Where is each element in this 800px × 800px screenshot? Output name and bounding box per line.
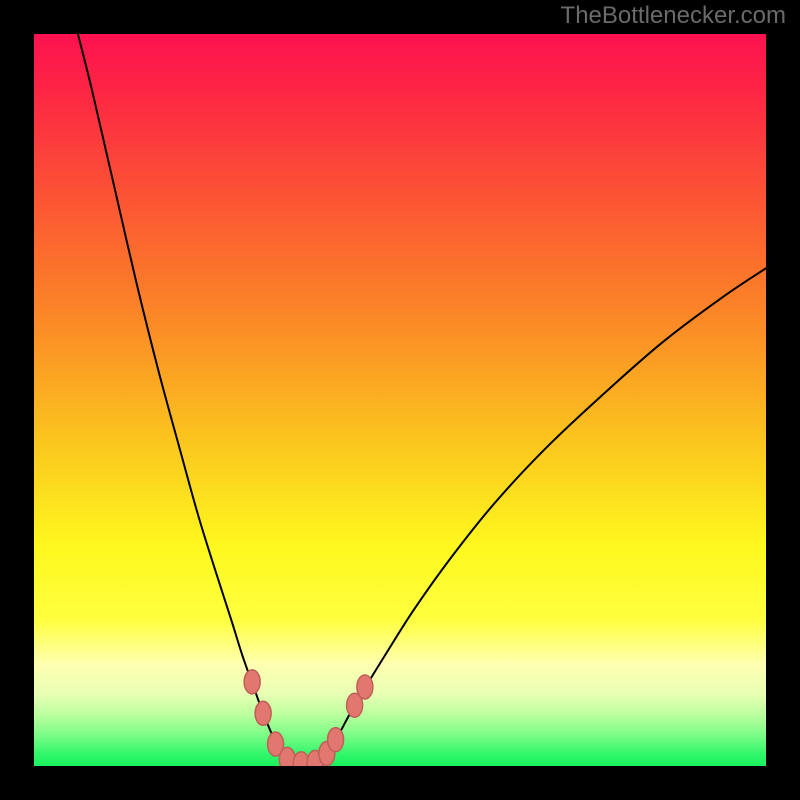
- curve-marker: [328, 728, 344, 752]
- curve-marker: [255, 701, 271, 725]
- bottleneck-chart-svg: [0, 0, 800, 800]
- chart-root: TheBottlenecker.com: [0, 0, 800, 800]
- curve-marker: [244, 670, 260, 694]
- curve-marker: [357, 675, 373, 699]
- chart-gradient-background: [34, 34, 766, 766]
